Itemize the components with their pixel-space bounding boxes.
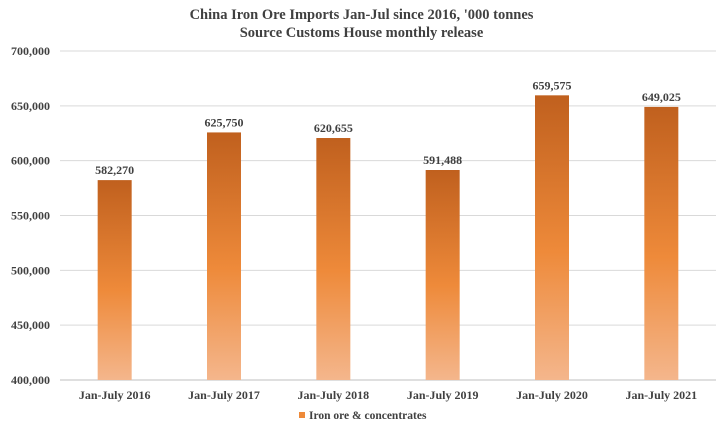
y-tick-label: 500,000 — [11, 263, 50, 277]
chart-subtitle: Source Customs House monthly release — [239, 25, 484, 41]
y-tick-label: 600,000 — [11, 154, 50, 168]
y-tick-label: 650,000 — [11, 99, 50, 113]
y-tick-label: 400,000 — [11, 373, 50, 387]
data-label: 582,270 — [95, 163, 134, 177]
y-tick-label: 550,000 — [11, 209, 50, 223]
bar — [316, 138, 351, 380]
legend-swatch — [299, 412, 305, 418]
bar — [97, 180, 132, 380]
bar — [644, 106, 679, 380]
y-tick-label: 450,000 — [11, 318, 50, 332]
x-tick-label: Jan-July 2020 — [516, 388, 588, 402]
x-tick-label: Jan-July 2016 — [79, 388, 151, 402]
chart-title: China Iron Ore Imports Jan-Jul since 201… — [189, 7, 534, 23]
y-tick-label: 700,000 — [11, 44, 50, 58]
bar — [207, 132, 241, 380]
data-label: 625,750 — [205, 115, 244, 129]
x-tick-label: Jan-July 2019 — [407, 388, 479, 402]
x-tick-label: Jan-July 2017 — [188, 388, 260, 402]
bar — [535, 95, 569, 380]
data-label: 620,655 — [314, 121, 353, 135]
data-label: 591,488 — [423, 153, 462, 167]
x-tick-label: Jan-July 2021 — [625, 388, 697, 402]
data-label: 649,025 — [642, 90, 681, 104]
bar — [425, 170, 460, 380]
data-label: 659,575 — [533, 78, 572, 92]
x-tick-label: Jan-July 2018 — [297, 388, 369, 402]
legend-label: Iron ore & concentrates — [309, 410, 427, 422]
